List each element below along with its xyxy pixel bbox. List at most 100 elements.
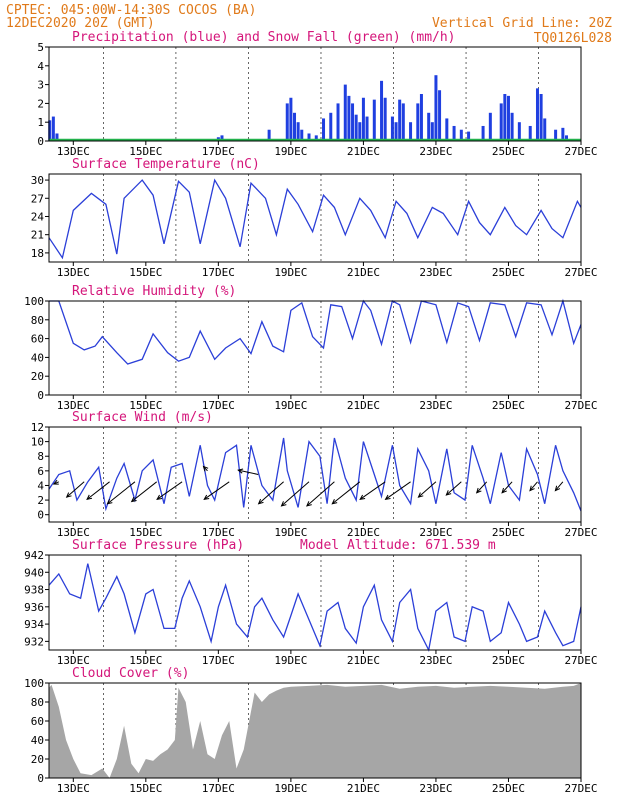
temp-title: Surface Temperature (nC) [72,157,260,172]
wind-arrowhead [384,494,391,501]
cloud-xtick-label: 25DEC [492,782,525,795]
pres-ytick-label: 936 [24,601,44,614]
cloud-xtick-label: 27DEC [564,782,597,795]
wind-arrowhead [203,494,210,501]
cloud-xtick-label: 13DEC [57,782,90,795]
precip-bar [452,125,456,141]
precip-bar [314,135,318,141]
pres-ytick-label: 942 [24,549,44,562]
wind-xtick-label: 17DEC [202,526,235,539]
precip-bar [329,112,333,141]
wind-ytick-label: 0 [37,509,44,522]
pres-title: Surface Pressure (hPa) [72,538,244,553]
wind-arrow [529,481,538,491]
wind-arrowhead [475,487,482,494]
cloud-ytick-label: 20 [31,753,44,766]
precip-ytick-label: 3 [37,79,44,92]
pres-xtick-label: 19DEC [274,654,307,667]
temp-xtick-label: 19DEC [274,266,307,279]
pres-line [48,563,582,653]
precip-bar [380,80,384,141]
pres-xtick-label: 27DEC [564,654,597,667]
temp-xtick-label: 15DEC [129,266,162,279]
pres-panel [45,554,582,654]
pres-ytick-label: 938 [24,584,44,597]
precip-bar [372,99,376,141]
precip-bar [361,97,365,141]
wind-arrow [203,481,230,500]
rh-ytick-label: 20 [31,370,44,383]
wind-xtick-label: 21DEC [347,526,380,539]
rh-ytick-label: 40 [31,351,44,364]
temp-xtick-label: 17DEC [202,266,235,279]
temp-xtick-label: 27DEC [564,266,597,279]
pres-xtick-label: 23DEC [419,654,452,667]
cloud-frame [48,682,582,779]
wind-xtick-label: 25DEC [492,526,525,539]
temp-ytick-label: 18 [31,247,44,260]
wind-arrow [359,481,386,500]
wind-arrowhead [65,492,72,498]
precip-bar [336,103,340,141]
rh-xtick-label: 15DEC [129,399,162,412]
wind-arrow [331,481,361,505]
pres-ytick-label: 934 [24,618,44,631]
precip-bar [561,127,565,141]
cloud-xtick-label: 17DEC [202,782,235,795]
pres-frame [48,554,582,651]
precip-bar [322,118,326,141]
rh-panel [45,298,582,399]
precip-xtick-label: 15DEC [129,145,162,158]
temp-xtick-label: 23DEC [419,266,452,279]
rh-xtick-label: 21DEC [347,399,380,412]
rh-ytick-label: 0 [37,389,44,402]
precip-bar [488,112,492,141]
wind-ytick-label: 10 [31,436,44,449]
pres-ytick-label: 940 [24,566,44,579]
precip-bar [409,122,413,141]
precip-ytick-label: 1 [37,116,44,129]
wind-arrow [131,481,158,502]
wind-arrowhead [445,490,452,496]
rh-xtick-label: 17DEC [202,399,235,412]
rh-ytick-label: 60 [31,333,44,346]
precip-bar [438,90,442,141]
precip-ytick-label: 5 [37,41,44,54]
cloud-ytick-label: 40 [31,734,44,747]
precip-bar [293,112,297,141]
precip-bar [510,112,514,141]
wind-arrow [445,481,462,496]
temp-xtick-label: 13DEC [57,266,90,279]
header-datetime: 12DEC2020 20Z (GMT) [6,16,155,31]
rh-xtick-label: 23DEC [419,399,452,412]
cloud-ytick-label: 100 [24,677,44,690]
rh-xtick-label: 19DEC [274,399,307,412]
header-station: CPTEC: 045:00W-14:30S COCOS (BA) [6,3,256,18]
precip-xtick-label: 21DEC [347,145,380,158]
precip-bar [543,118,547,141]
wind-arrow [385,481,411,500]
header-model-id: TQ0126L028 [534,31,612,46]
precip-bar [481,125,485,141]
pres-xtick-label: 13DEC [57,654,90,667]
cloud-xtick-label: 19DEC [274,782,307,795]
wind-frame [48,426,582,523]
precip-xtick-label: 27DEC [564,145,597,158]
precip-bar [445,118,449,141]
wind-xtick-label: 15DEC [129,526,162,539]
wind-arrowhead [86,494,93,501]
cloud-title: Cloud Cover (%) [72,666,189,681]
precip-bar [48,120,52,141]
precip-bar [358,122,362,141]
precip-title: Precipitation (blue) and Snow Fall (gree… [72,30,456,45]
rh-ytick-label: 80 [31,314,44,327]
precip-xtick-label: 25DEC [492,145,525,158]
temp-frame [48,173,582,263]
wind-arrowhead [501,487,507,494]
wind-arrow [306,481,335,507]
wind-arrow [66,481,85,498]
precip-bar [267,129,271,141]
wind-ytick-label: 8 [37,450,44,463]
cloud-ytick-label: 0 [37,772,44,785]
wind-arrow [501,481,513,494]
